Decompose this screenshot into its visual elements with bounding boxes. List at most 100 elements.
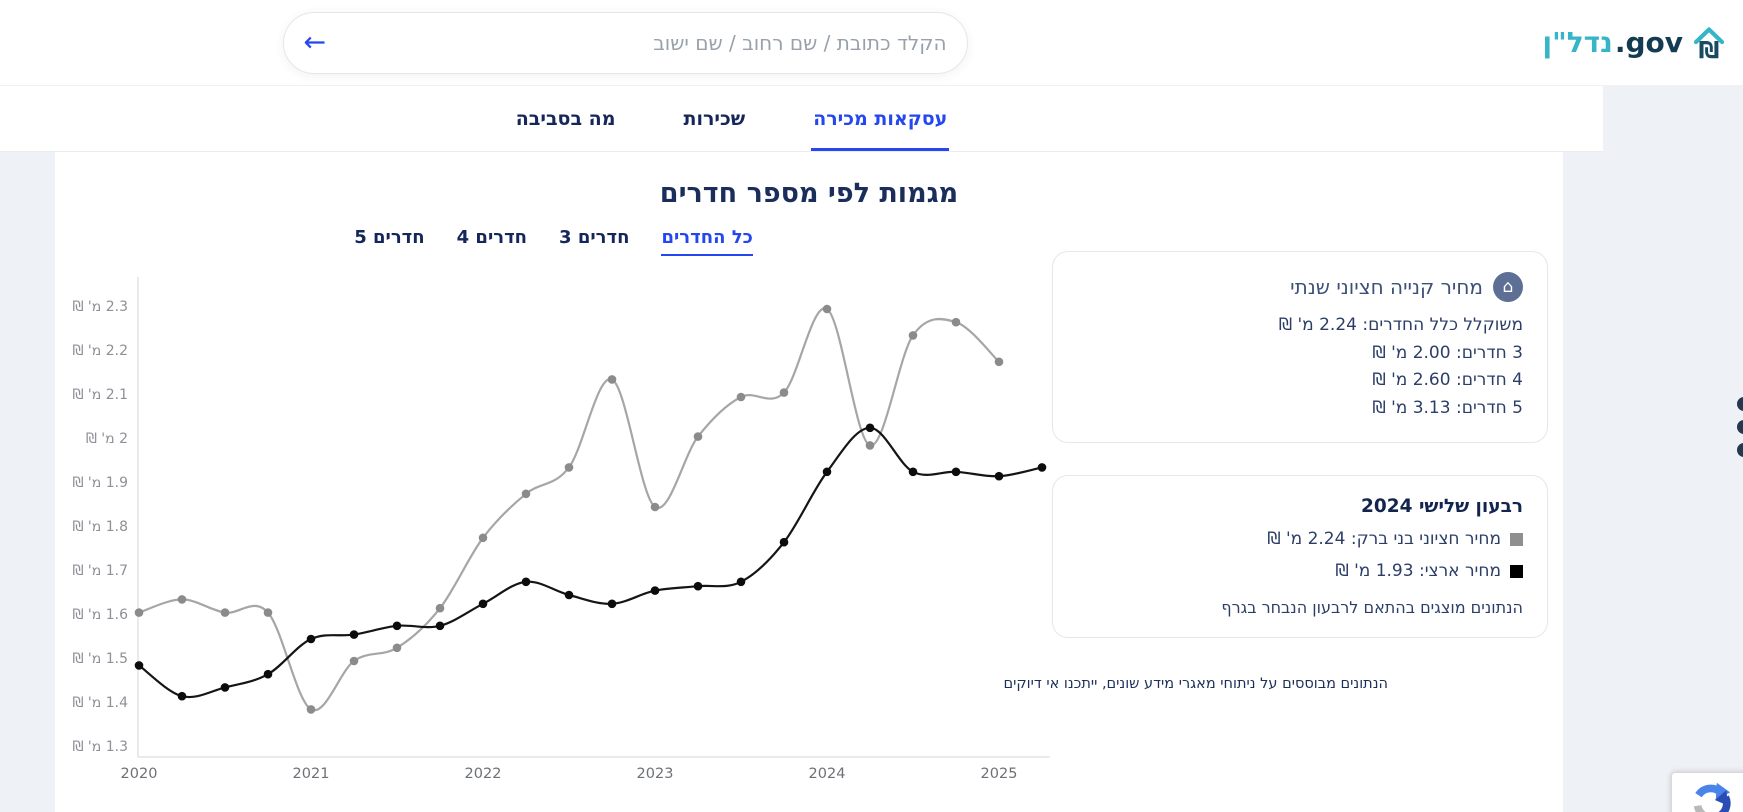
search-bar: ← [282,11,968,74]
search-input[interactable] [342,30,967,55]
chart-x-label: 2023 [636,766,674,782]
annual-line-4-rooms: 4 חדרים: 2.60 מ' ₪ [1372,370,1523,390]
chart-y-label: 1.9 מ' ₪ [72,475,128,491]
annual-price-card: ⌂ מחיר קנייה חציוני שנתי משוקלל כלל החדר… [1052,251,1548,443]
data-point[interactable] [908,331,918,340]
data-point[interactable] [736,577,746,587]
annual-line-5-rooms: 5 חדרים: 3.13 מ' ₪ [1372,397,1523,418]
tab-sale-transactions[interactable]: עסקאות מכירה [811,86,950,151]
tab-3-rooms[interactable]: 3 חדרים [559,227,630,248]
data-point[interactable] [220,608,230,617]
chart-y-label: 2.2 מ' ₪ [72,343,128,359]
back-arrow-icon[interactable]: ← [284,27,343,58]
chart-x-label: 2024 [808,766,846,782]
main-nav: עסקאות מכירה שכירות מה בסביבה [0,86,1603,152]
data-point[interactable] [306,634,316,644]
data-point[interactable] [435,603,445,613]
data-point[interactable] [951,467,961,477]
legend-swatch-bnei-brak [1510,532,1523,546]
tab-rentals[interactable]: שכירות [683,107,746,130]
logo-hebrew-text: נדל"ן [1542,26,1613,59]
data-point[interactable] [1037,463,1047,472]
data-point[interactable] [564,463,574,472]
chart-y-label: 1.4 מ' ₪ [72,695,128,711]
chart-y-label: 1.6 מ' ₪ [72,607,128,623]
data-point[interactable] [177,691,187,701]
data-point[interactable] [736,392,746,402]
data-point[interactable] [650,502,660,512]
data-point[interactable] [564,590,574,600]
content-panel: מגמות לפי מספר חדרים ⌂ מחיר קנייה חציוני… [55,152,1563,812]
data-point[interactable] [822,304,832,314]
data-point[interactable] [349,656,359,666]
page-title: מגמות לפי מספר חדרים [659,178,959,209]
site-logo[interactable]: נדל"ן .gov ₪ [1543,23,1729,63]
data-point[interactable] [435,621,445,631]
data-point[interactable] [177,595,187,604]
main-content: מגמות לפי מספר חדרים ⌂ מחיר קנייה חציוני… [0,152,1743,812]
tab-4-rooms[interactable]: 4 חדרים [456,227,528,248]
chart-column: כל החדרים 3 חדרים 4 חדרים 5 חדרים 2.3 מ'… [55,209,1052,796]
legend-row-bnei-brak: מחיר חציוני בני ברק: 2.24 מ' ₪ [1077,529,1523,549]
house-shekel-icon: ₪ [1693,26,1725,63]
chart-x-label: 2020 [120,766,158,782]
data-point[interactable] [521,577,531,587]
data-point[interactable] [521,489,531,499]
info-column: ⌂ מחיר קנייה חציוני שנתי משוקלל כלל החדר… [1003,209,1548,796]
data-point[interactable] [994,357,1004,367]
data-point[interactable] [349,630,359,639]
data-point[interactable] [134,608,144,617]
data-point[interactable] [865,423,875,433]
data-point[interactable] [779,537,789,547]
data-point[interactable] [650,586,660,595]
data-point[interactable] [607,599,617,609]
chart-y-label: 2.1 מ' ₪ [72,387,128,403]
data-point[interactable] [263,669,273,679]
trend-chart-svg [134,277,1050,758]
chart-y-label: 1.8 מ' ₪ [72,519,128,535]
data-point[interactable] [220,683,230,692]
data-point[interactable] [908,467,918,477]
data-point[interactable] [134,661,144,670]
data-point[interactable] [263,608,273,617]
legend-label-national: מחיר ארצי: 1.93 מ' ₪ [1335,561,1501,581]
data-point[interactable] [951,317,961,327]
data-disclaimer: הנתונים מבוססים על ניתוחי מאגרי מידע שונ… [1003,676,1388,692]
data-point[interactable] [478,599,488,609]
data-point[interactable] [822,467,832,477]
chart-y-label: 2.3 מ' ₪ [72,299,128,315]
quarter-card-title: רבעון שלישי 2024 [1361,496,1523,517]
dot-icon [1737,420,1743,434]
data-point[interactable] [392,643,402,653]
data-point[interactable] [306,705,316,714]
tab-all-rooms[interactable]: כל החדרים [661,227,753,256]
data-point[interactable] [478,533,488,543]
house-icon: ⌂ [1493,272,1523,302]
chart-x-label: 2022 [464,766,502,782]
chart-x-label: 2025 [980,766,1018,782]
tab-surroundings[interactable]: מה בסביבה [515,107,616,130]
data-point[interactable] [994,471,1004,481]
recaptcha-badge[interactable] [1671,772,1743,812]
annual-line-all-rooms: משוקלל כלל החדרים: 2.24 מ' ₪ [1278,315,1523,335]
chart-x-label: 2021 [292,766,330,782]
data-point[interactable] [693,581,703,591]
data-point[interactable] [693,432,703,441]
legend-swatch-national [1510,564,1523,578]
data-point[interactable] [607,375,617,384]
data-point[interactable] [392,621,402,631]
annual-line-3-rooms: 3 חדרים: 2.00 מ' ₪ [1372,342,1523,363]
data-point[interactable] [779,388,789,397]
data-point[interactable] [865,441,875,450]
app-header: נדל"ן.gov ₪ ← [0,0,1743,86]
more-options-widget[interactable] [1737,397,1743,457]
quarter-summary-card: רבעון שלישי 2024 מחיר חציוני בני ברק: 2.… [1052,475,1548,638]
chart-y-label: 1.7 מ' ₪ [72,563,128,579]
chart-canvas[interactable]: 2.3 מ' ₪ 2.2 מ' ₪ 2.1 מ' ₪ 2 מ' ₪ 1.9 מ' ₪ 1.… [58,262,1052,796]
recaptcha-icon [1693,782,1731,812]
tab-5-rooms[interactable]: 5 חדרים [354,227,425,248]
dot-icon [1737,397,1743,411]
quarter-card-note: הנתונים מוצגים בהתאם לרבעון הנבחר בגרף [1221,598,1523,617]
chart-y-label: 1.5 מ' ₪ [72,651,128,667]
logo-latin-text: .gov [1614,26,1683,59]
